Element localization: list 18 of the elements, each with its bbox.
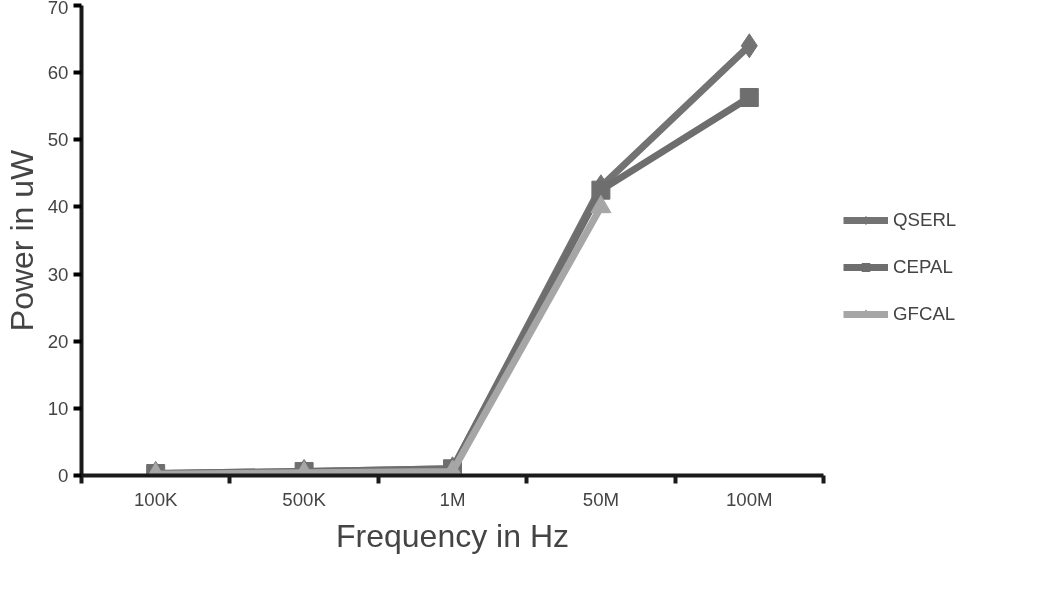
y-axis-title: Power in uW [3,149,40,332]
y-tick-label: 10 [47,397,69,419]
x-tick-label: 500K [282,488,327,510]
x-axis-title: Frequency in Hz [336,517,569,554]
x-tick-label: 100M [725,488,773,510]
y-tick-label: 20 [47,330,69,352]
y-tick-label: 60 [47,62,69,84]
y-tick-label: 40 [47,196,69,218]
y-tick-label: 30 [47,263,69,285]
x-tick-label: 1M [439,488,466,510]
x-tick-label: 50M [582,488,620,510]
y-tick-label: 50 [47,129,69,151]
legend-label: CEPAL [893,256,954,278]
y-tick-label: 70 [47,0,69,18]
legend-label: GFCAL [893,303,957,325]
legend-label: QSERL [893,209,958,231]
x-tick-label: 100K [133,488,179,510]
y-tick-label: 0 [58,465,69,486]
